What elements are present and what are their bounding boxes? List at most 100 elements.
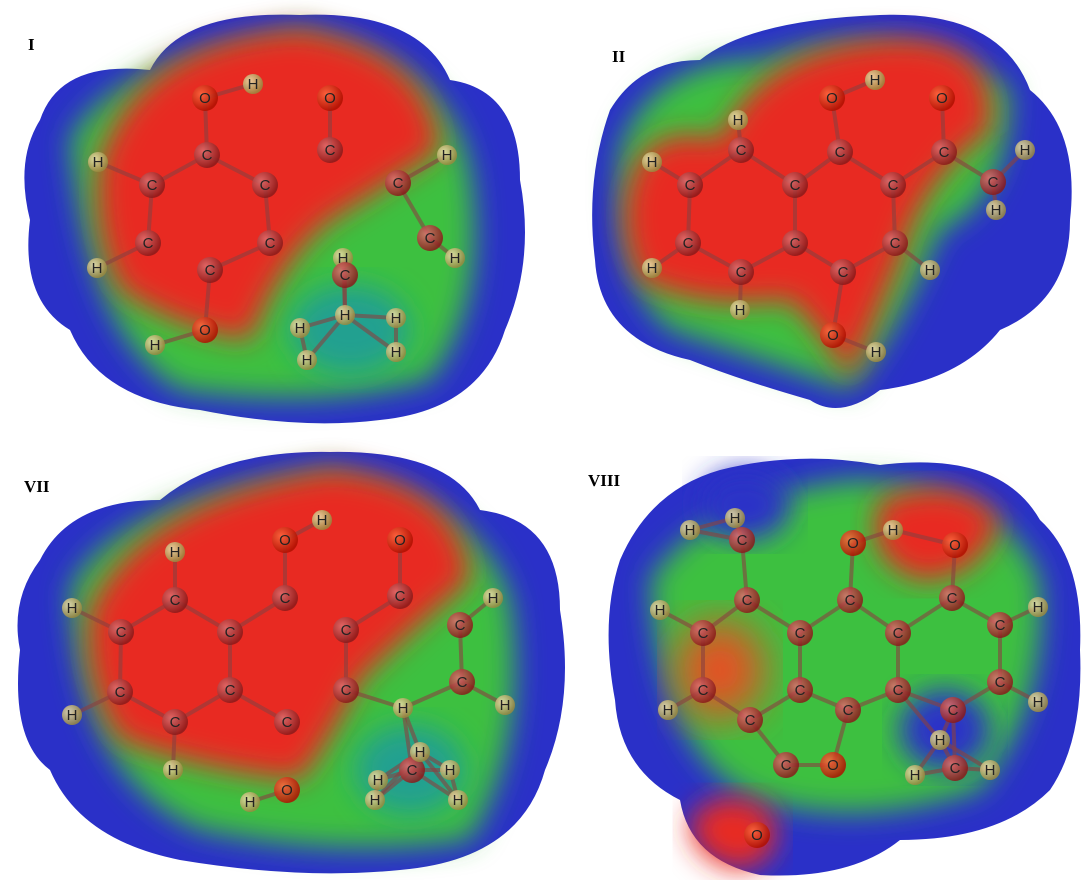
atom-label: H	[170, 544, 181, 561]
atom-label: C	[395, 588, 406, 605]
atom	[787, 677, 813, 703]
atom-label: O	[949, 537, 961, 554]
atom-label: H	[991, 202, 1002, 219]
atom-label: C	[737, 532, 748, 549]
surface-I	[24, 14, 525, 424]
atom-label: C	[393, 175, 404, 192]
atom-label: H	[391, 344, 402, 361]
atom	[677, 172, 703, 198]
atom-label: H	[248, 76, 259, 93]
atom-label: H	[340, 307, 351, 324]
atom	[163, 760, 183, 780]
atom-label: O	[394, 532, 406, 549]
atom	[387, 583, 413, 609]
atom	[728, 110, 748, 130]
atom-label: H	[1033, 694, 1044, 711]
atom	[192, 317, 218, 343]
atom-label: H	[655, 602, 666, 619]
atom	[650, 600, 670, 620]
atom	[217, 677, 243, 703]
atom-label: H	[910, 767, 921, 784]
atom	[317, 137, 343, 163]
panel-label: VII	[24, 477, 50, 496]
atom	[139, 172, 165, 198]
atom-label: H	[870, 72, 881, 89]
atom	[290, 318, 310, 338]
atom-label: C	[115, 684, 126, 701]
atom	[332, 262, 358, 288]
atom	[728, 259, 754, 285]
atom	[368, 770, 388, 790]
atom-label: H	[93, 154, 104, 171]
atom	[333, 677, 359, 703]
atom	[387, 527, 413, 553]
panel-label: II	[612, 47, 626, 66]
bond	[343, 313, 398, 354]
atom-label: H	[663, 702, 674, 719]
atom	[787, 620, 813, 646]
atom-label: H	[488, 590, 499, 607]
atom	[866, 342, 886, 362]
atom	[980, 169, 1006, 195]
atom	[257, 230, 283, 256]
atom	[165, 542, 185, 562]
atom-label: C	[116, 624, 127, 641]
atom-label: C	[225, 682, 236, 699]
atom	[690, 677, 716, 703]
atom-label: C	[170, 592, 181, 609]
atom	[675, 230, 701, 256]
panel-label: VIII	[588, 471, 621, 490]
atom	[725, 508, 745, 528]
atom-label: H	[338, 250, 349, 267]
atom-label: H	[647, 154, 658, 171]
atom-label: H	[373, 772, 384, 789]
atom-label: O	[279, 532, 291, 549]
atom	[1028, 692, 1048, 712]
atom-label: H	[92, 260, 103, 277]
atom-label: C	[170, 714, 181, 731]
atom-label: H	[985, 762, 996, 779]
atom-label: C	[845, 592, 856, 609]
atom-label: C	[843, 702, 854, 719]
atom	[680, 520, 700, 540]
atom-label: C	[995, 617, 1006, 634]
atom	[885, 677, 911, 703]
atom	[440, 760, 460, 780]
atom	[272, 527, 298, 553]
atom-label: H	[150, 337, 161, 354]
atom-label: H	[67, 707, 78, 724]
atom	[885, 620, 911, 646]
atom-label: C	[995, 674, 1006, 691]
atom-label: C	[893, 682, 904, 699]
atom-label: H	[733, 112, 744, 129]
atom	[939, 585, 965, 611]
atom	[312, 510, 332, 530]
atom-label: O	[281, 782, 293, 799]
atom-label: C	[685, 177, 696, 194]
atom-label: H	[1020, 142, 1031, 159]
atom	[820, 752, 846, 778]
atom	[135, 230, 161, 256]
atom	[942, 532, 968, 558]
atom	[272, 585, 298, 611]
atom-label: C	[340, 267, 351, 284]
atom-label: C	[341, 682, 352, 699]
atom	[734, 587, 760, 613]
atom	[87, 258, 107, 278]
atom-label: C	[147, 177, 158, 194]
atom	[905, 765, 925, 785]
atom	[987, 669, 1013, 695]
atom-label: C	[265, 235, 276, 252]
atom-label: C	[795, 625, 806, 642]
atom-label: C	[736, 264, 747, 281]
atom-label: H	[295, 320, 306, 337]
atom	[448, 790, 468, 810]
atom-label: C	[790, 177, 801, 194]
atom	[445, 248, 465, 268]
atom	[1015, 140, 1035, 160]
atom	[642, 258, 662, 278]
atom-label: C	[202, 147, 213, 164]
surface-VIII	[608, 458, 1081, 876]
